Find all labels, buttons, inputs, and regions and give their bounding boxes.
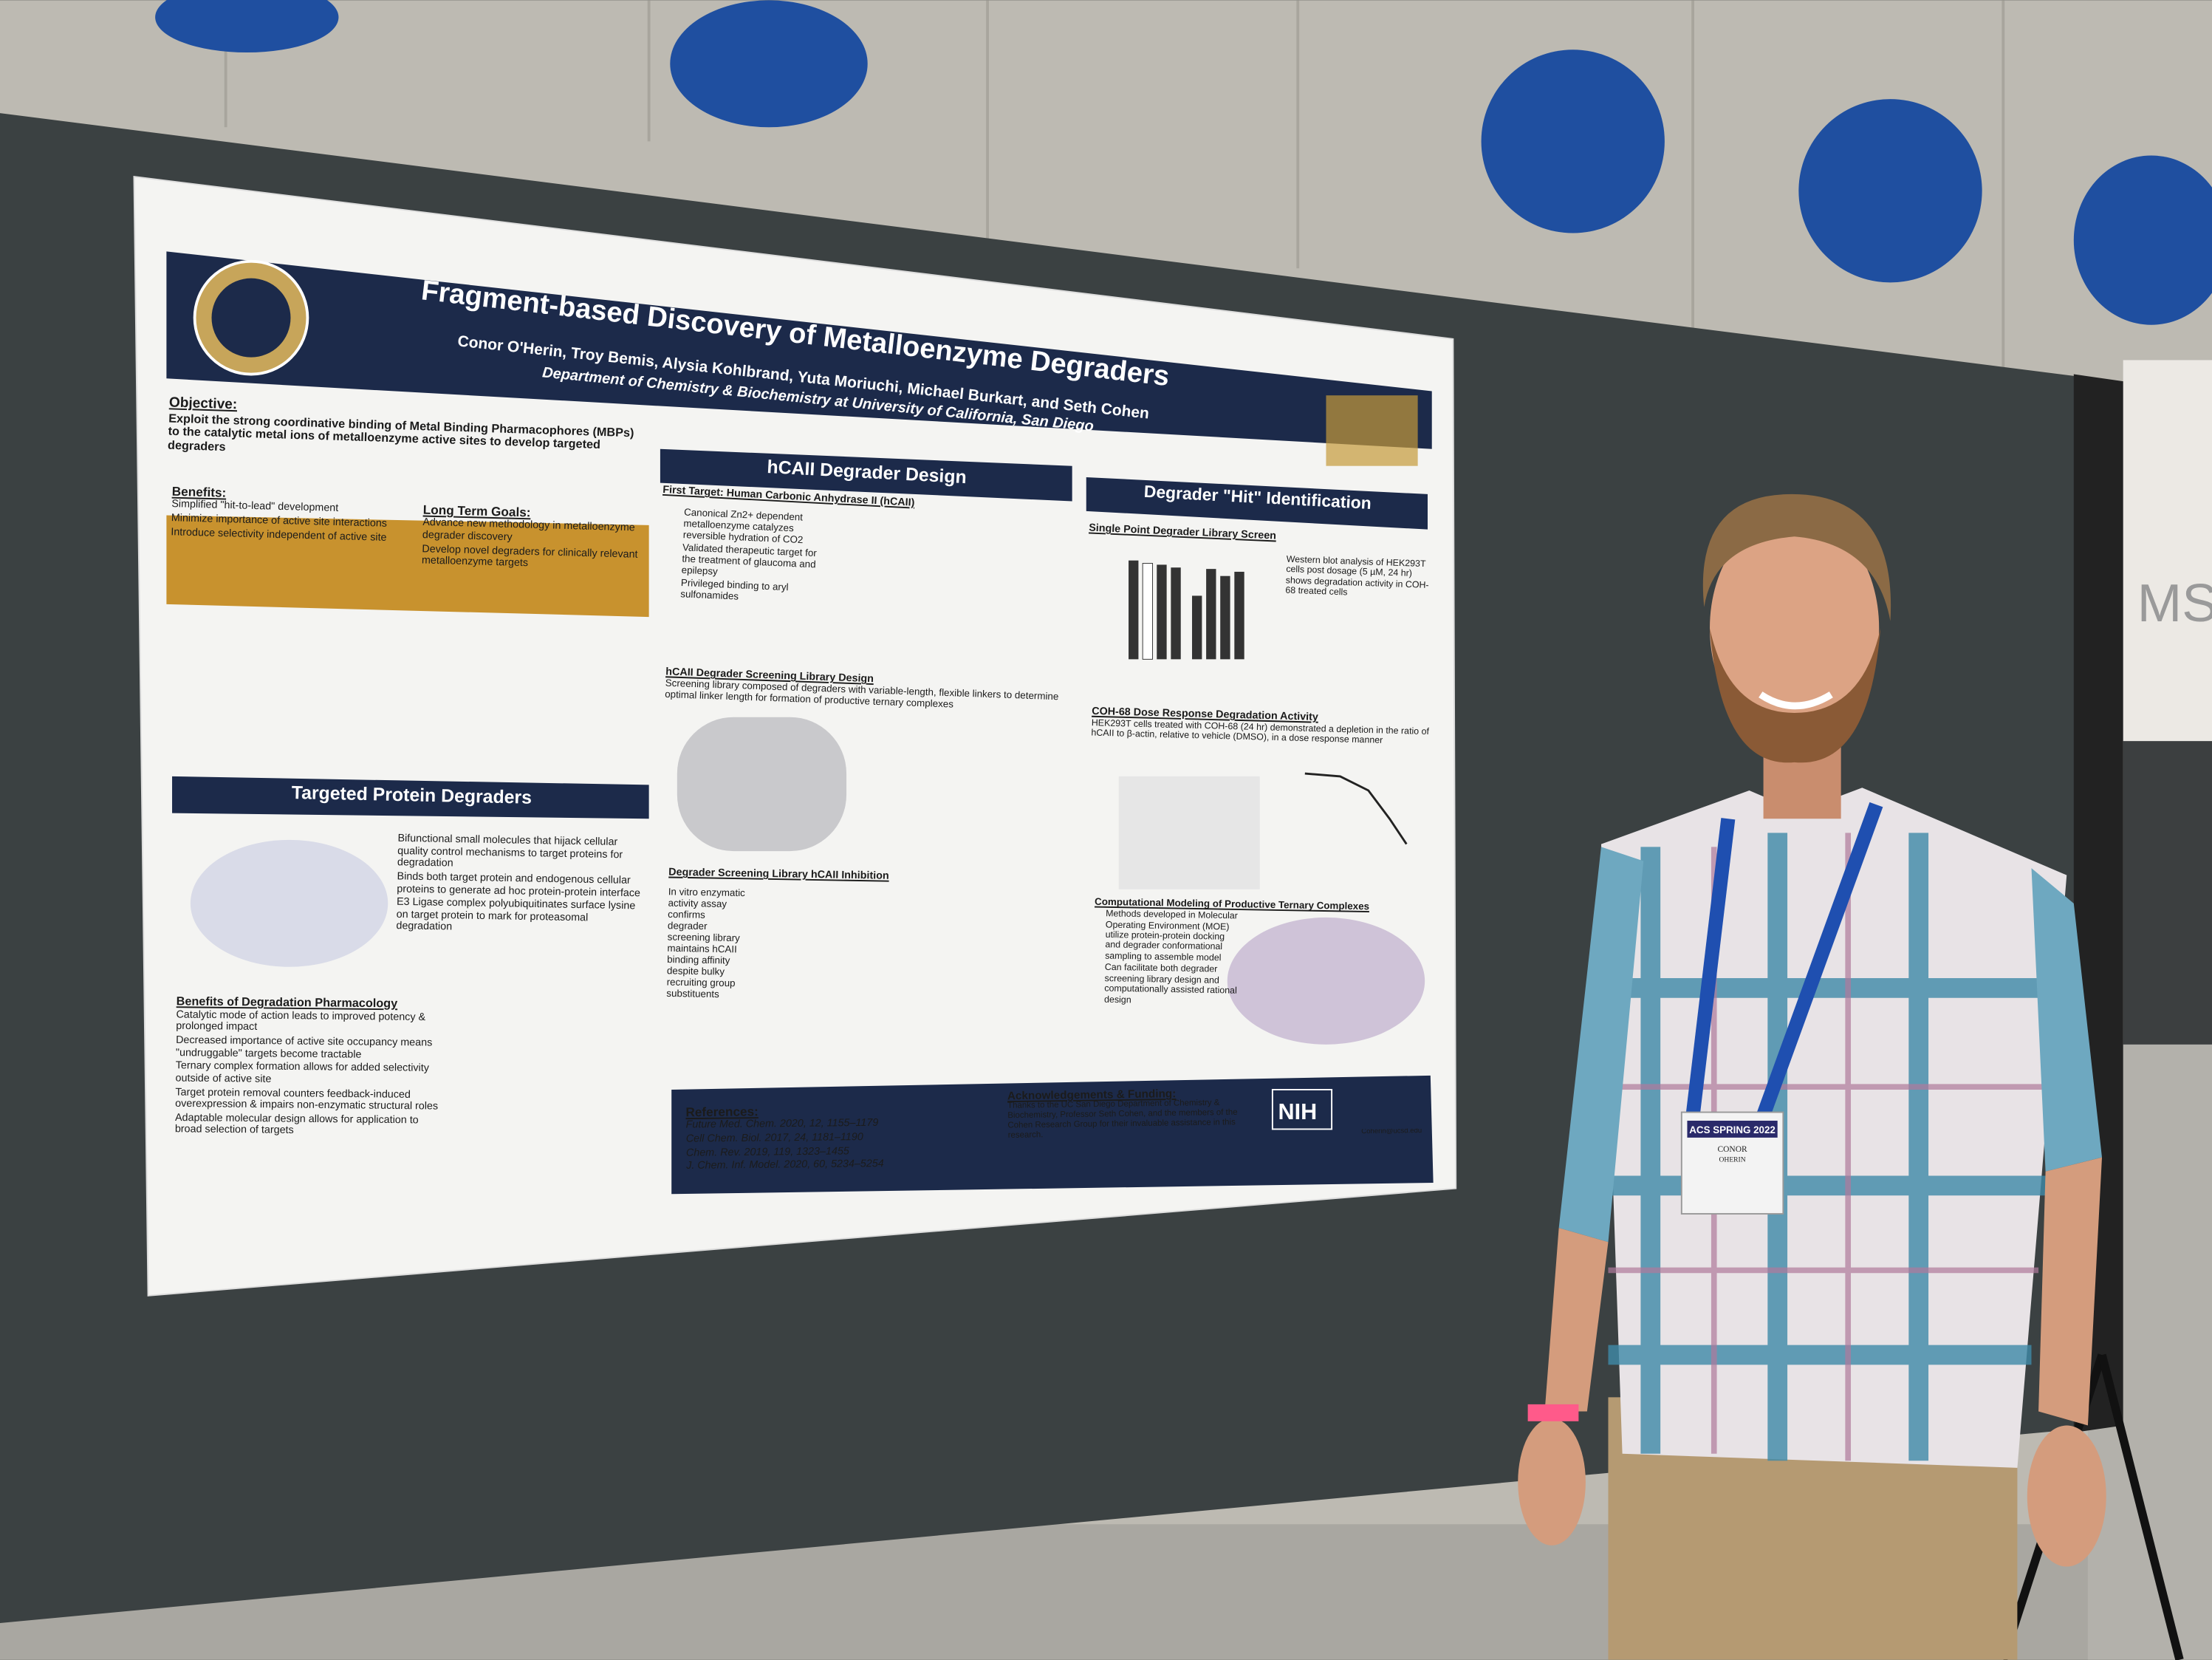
hit-header [1086,477,1428,530]
blue-buckets [155,0,2212,325]
dose-curve [1304,772,1408,845]
design-header [660,448,1072,502]
text-block: Canonical Zn2+ dependent metalloenzyme c… [680,508,832,608]
sign [2123,360,2212,742]
badge-event: ACS SPRING 2022 [1689,1124,1776,1135]
text-block: Acknowledgements & Funding:Thanks to the… [1007,1086,1255,1141]
text-block: Bifunctional small molecules that hijack… [396,833,645,937]
right-arm [2038,1157,2103,1426]
nih-text: NIH [1278,1099,1318,1124]
block: Western blot analysis of HEK293T cells p… [1285,555,1434,602]
person: ACS SPRING 2022 CONOR OHERIN [1518,493,2106,1660]
first-target-item: Validated therapeutic target for the tre… [681,543,817,578]
right-hand [2027,1425,2106,1567]
text-block: Computational Modeling of Productive Ter… [1093,898,1434,1011]
badge-last-name: OHERIN [1719,1155,1746,1164]
block: Coherin@ucsd.edu [1361,1128,1446,1138]
left-arm [1544,1228,1609,1412]
block: Long Term Goals: Advance new methodology … [422,502,649,573]
badge-first-name: CONOR [1718,1145,1747,1154]
first-target-item: Privileged binding to aryl sulfonamides [679,578,789,604]
block: Degrader Screening Library hCAII Inhibit… [666,867,979,1006]
nih-logo [1271,1088,1333,1130]
text-block: Long Term Goals:Advance new methodology … [422,502,649,573]
face [1710,512,1880,744]
tpd-diagram [190,839,388,967]
reference-item: Chem. Rev. 2019, 119, 1323–1455 [685,1144,849,1158]
protein-surface [677,717,847,852]
text-block: COH-68 Dose Response Degradation Activit… [1091,706,1429,745]
text-block: Coherin@ucsd.edu [1361,1128,1446,1138]
text-block: Objective:Exploit the strong coordinativ… [168,395,634,454]
reference-item: Future Med. Chem. 2020, 12, 1155–1179 [685,1116,879,1132]
shirt-plaid [1608,833,2060,1461]
block: Bifunctional small molecules that hijack… [396,833,645,937]
lanyard [1685,802,1883,1118]
modeling-item: Methods developed in Molecular Operating… [1105,909,1238,963]
tpd-header [172,776,649,819]
block: Benefits: Simplified "hit-to-lead" develo… [171,485,412,544]
beard [1710,628,1881,763]
text-block: Western blot analysis of HEK293T cells p… [1285,555,1434,602]
complex-model [1227,917,1425,1045]
block: Acknowledgements & Funding: Thanks to the… [1007,1086,1255,1141]
sign-text: MS [2137,573,2212,633]
block: Benefits of Degradation Pharmacology Cata… [175,995,445,1139]
left-sleeve [1558,847,1644,1243]
modeling-list: Methods developed in Molecular Operating… [1104,909,1240,1008]
block: Canonical Zn2+ dependent metalloenzyme c… [680,508,832,608]
wristband [1527,1404,1579,1421]
block: Computational Modeling of Productive Ter… [1093,898,1434,1011]
goal-item: Develop novel degraders for clinically r… [421,542,638,570]
pharmacology-item: Catalytic mode of action leads to improv… [176,1007,426,1034]
western-blot [1118,776,1260,889]
reference-item: J. Chem. Inf. Model. 2020, 60, 5234–5254 [686,1157,884,1172]
inhibition-text: In vitro enzymatic activity assay confir… [666,887,745,1001]
right-sleeve [2031,868,2103,1172]
lab-logo [1326,395,1418,466]
badge-header [1687,1120,1778,1138]
footer-box [671,1075,1434,1195]
hair [1702,493,1891,621]
uc-seal-inner [211,278,291,358]
poster-banner [166,251,1432,449]
text-block: Degrader Screening Library hCAII Inhibit… [666,867,979,1006]
pharmacology-item: Decreased importance of active site occu… [175,1033,433,1060]
text-block: References:Future Med. Chem. 2020, 12, 1… [685,1102,968,1172]
reference-item: Cell Chem. Biol. 2017, 24, 1181–1190 [685,1130,863,1145]
text-block: Benefits:Simplified "hit-to-lead" develo… [171,485,412,544]
ack-text: Thanks to the UC San Diego Department of… [1007,1099,1238,1141]
poster-email: Coherin@ucsd.edu [1361,1127,1422,1136]
pharmacology-item: Adaptable molecular design allows for ap… [174,1110,419,1137]
left-hand [1518,1418,1586,1545]
pharmacology-item: Ternary complex formation allows for add… [175,1059,430,1085]
first-target-item: Canonical Zn2+ dependent metalloenzyme c… [682,508,804,547]
modeling-item: Can facilitate both degrader screening l… [1103,963,1237,1005]
text-block: Benefits of Degradation PharmacologyCata… [175,995,445,1139]
pharmacology-item: Target protein removal counters feedback… [175,1085,439,1113]
tpd-item: E3 Ligase complex polyubiquitinates surf… [396,895,636,934]
bar-chart [1129,560,1244,660]
hall [2123,741,2212,1066]
smile [1759,691,1833,710]
western-blot-text: Western blot analysis of HEK293T cells p… [1285,555,1429,599]
benefits-box [166,515,649,618]
shirt [1600,788,2067,1468]
block: References: Future Med. Chem. 2020, 12, 1… [685,1102,968,1172]
tpd-item: Bifunctional small molecules that hijack… [397,833,623,870]
